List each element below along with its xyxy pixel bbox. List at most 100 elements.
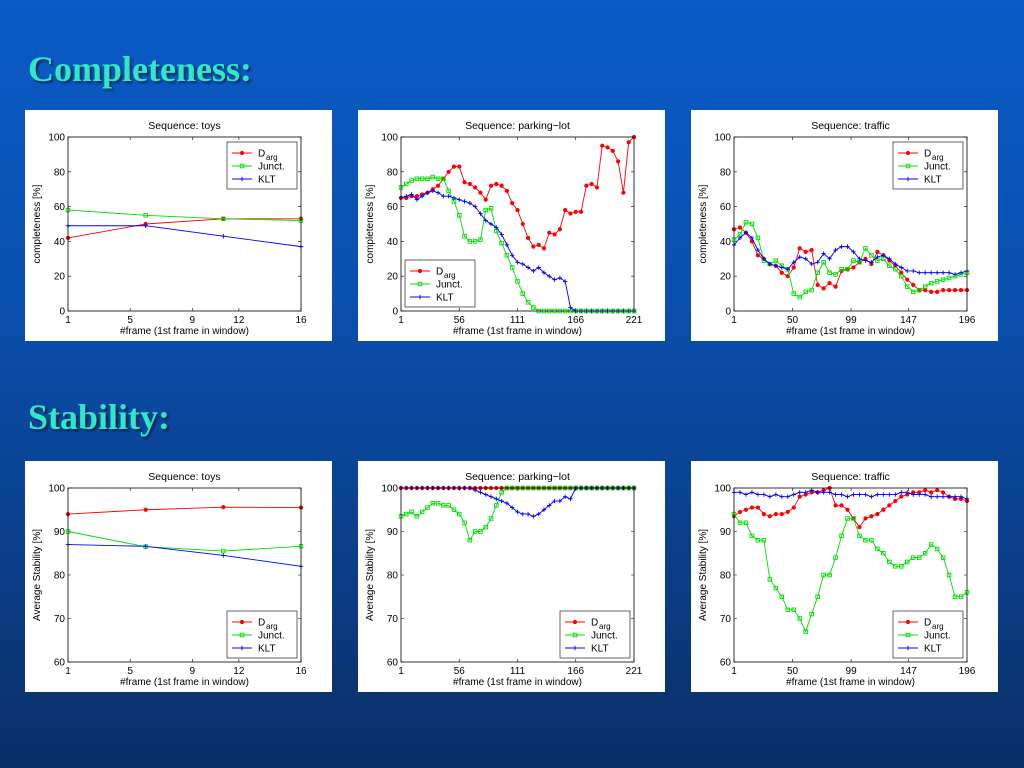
data-point (946, 270, 952, 275)
data-point (905, 268, 910, 274)
data-point (935, 289, 940, 294)
data-point (510, 505, 515, 510)
data-point (457, 164, 462, 169)
data-point (414, 197, 420, 202)
data-point (922, 270, 928, 275)
data-point (958, 288, 964, 293)
data-point (499, 183, 504, 188)
data-point (462, 199, 467, 204)
x-axis-label: #frame (1st frame in window) (120, 326, 249, 337)
data-point (749, 235, 755, 241)
data-point (737, 235, 743, 241)
data-point (755, 253, 760, 258)
data-point (815, 282, 820, 287)
chart-panel-completeness-traffic: Sequence: traffic 1 50 99 147 196 0 20 40 60 80 100… (691, 110, 998, 341)
series-d-arg (65, 216, 304, 241)
data-point (911, 492, 916, 497)
data-point (887, 256, 892, 261)
data-point (833, 492, 838, 497)
chart-title: Sequence: parking−lot (465, 120, 570, 132)
data-point (869, 514, 874, 519)
data-point (462, 233, 467, 239)
data-point (863, 516, 868, 521)
data-point (536, 242, 541, 247)
data-point (922, 492, 928, 497)
data-point (435, 190, 441, 195)
series-d-arg (65, 505, 304, 517)
data-point (797, 494, 802, 499)
y-tick-label: 60 (720, 658, 732, 669)
chart-title: Sequence: parking−lot (465, 471, 570, 483)
chart-panel-completeness-parking-lot: Sequence: parking−lot 1 56 111 166 221 0 20 40 60… (358, 110, 665, 341)
y-tick-label: 20 (54, 272, 66, 283)
data-point (578, 209, 584, 214)
data-point (749, 505, 755, 510)
data-point (910, 555, 916, 560)
data-point (761, 511, 766, 517)
data-point (525, 235, 531, 241)
data-point (404, 511, 409, 517)
series-junct (65, 529, 304, 554)
data-point (887, 559, 892, 565)
legend-label: KLT (258, 175, 276, 186)
series-line (733, 226, 967, 293)
legend-marker (572, 645, 578, 651)
data-point (899, 494, 904, 499)
data-point (488, 221, 494, 227)
y-tick-label: 40 (54, 237, 66, 248)
data-point (881, 550, 886, 556)
data-point (557, 498, 563, 504)
data-point (833, 247, 838, 253)
legend-marker (239, 645, 245, 651)
data-point (520, 221, 525, 227)
legend-label: Junct. (924, 631, 951, 642)
data-point (803, 256, 808, 261)
data-point (404, 181, 409, 187)
data-point (916, 287, 922, 293)
data-point (803, 490, 808, 495)
data-point (446, 193, 451, 199)
data-point (552, 277, 557, 282)
data-point (435, 500, 441, 506)
data-point (621, 190, 626, 195)
legend-label: D (258, 618, 265, 629)
y-tick-label: 100 (381, 484, 398, 495)
y-tick-label: 70 (54, 614, 66, 625)
data-point (940, 555, 946, 560)
x-tick-label: 50 (787, 315, 799, 326)
y-axis-label: completeness [%] (698, 184, 709, 263)
data-point (755, 247, 761, 253)
data-point (749, 221, 755, 227)
data-point (541, 270, 547, 275)
x-tick-label: 111 (510, 666, 526, 677)
data-point (409, 178, 414, 183)
data-point (809, 287, 814, 293)
series-junct (731, 511, 970, 634)
data-point (839, 244, 844, 249)
series-line (67, 218, 301, 239)
data-point (899, 273, 904, 279)
data-point (905, 490, 910, 495)
x-tick-label: 1 (65, 315, 71, 326)
data-point (483, 197, 488, 202)
data-point (791, 260, 796, 265)
data-point (467, 537, 473, 543)
plot-frame (67, 136, 302, 312)
data-point (462, 180, 467, 185)
legend-label: D (591, 618, 598, 629)
data-point (446, 503, 451, 508)
data-point (472, 204, 478, 209)
data-point (917, 492, 922, 497)
x-tick-label: 12 (233, 666, 245, 677)
data-point (499, 498, 504, 504)
data-point (467, 200, 473, 206)
data-point (494, 503, 499, 508)
legend-label-subscript: arg (932, 622, 944, 631)
legend-marker (239, 150, 245, 156)
y-tick-label: 70 (720, 614, 732, 625)
y-axis-label: completeness [%] (365, 184, 376, 263)
data-point (568, 496, 573, 502)
data-point (833, 284, 838, 289)
